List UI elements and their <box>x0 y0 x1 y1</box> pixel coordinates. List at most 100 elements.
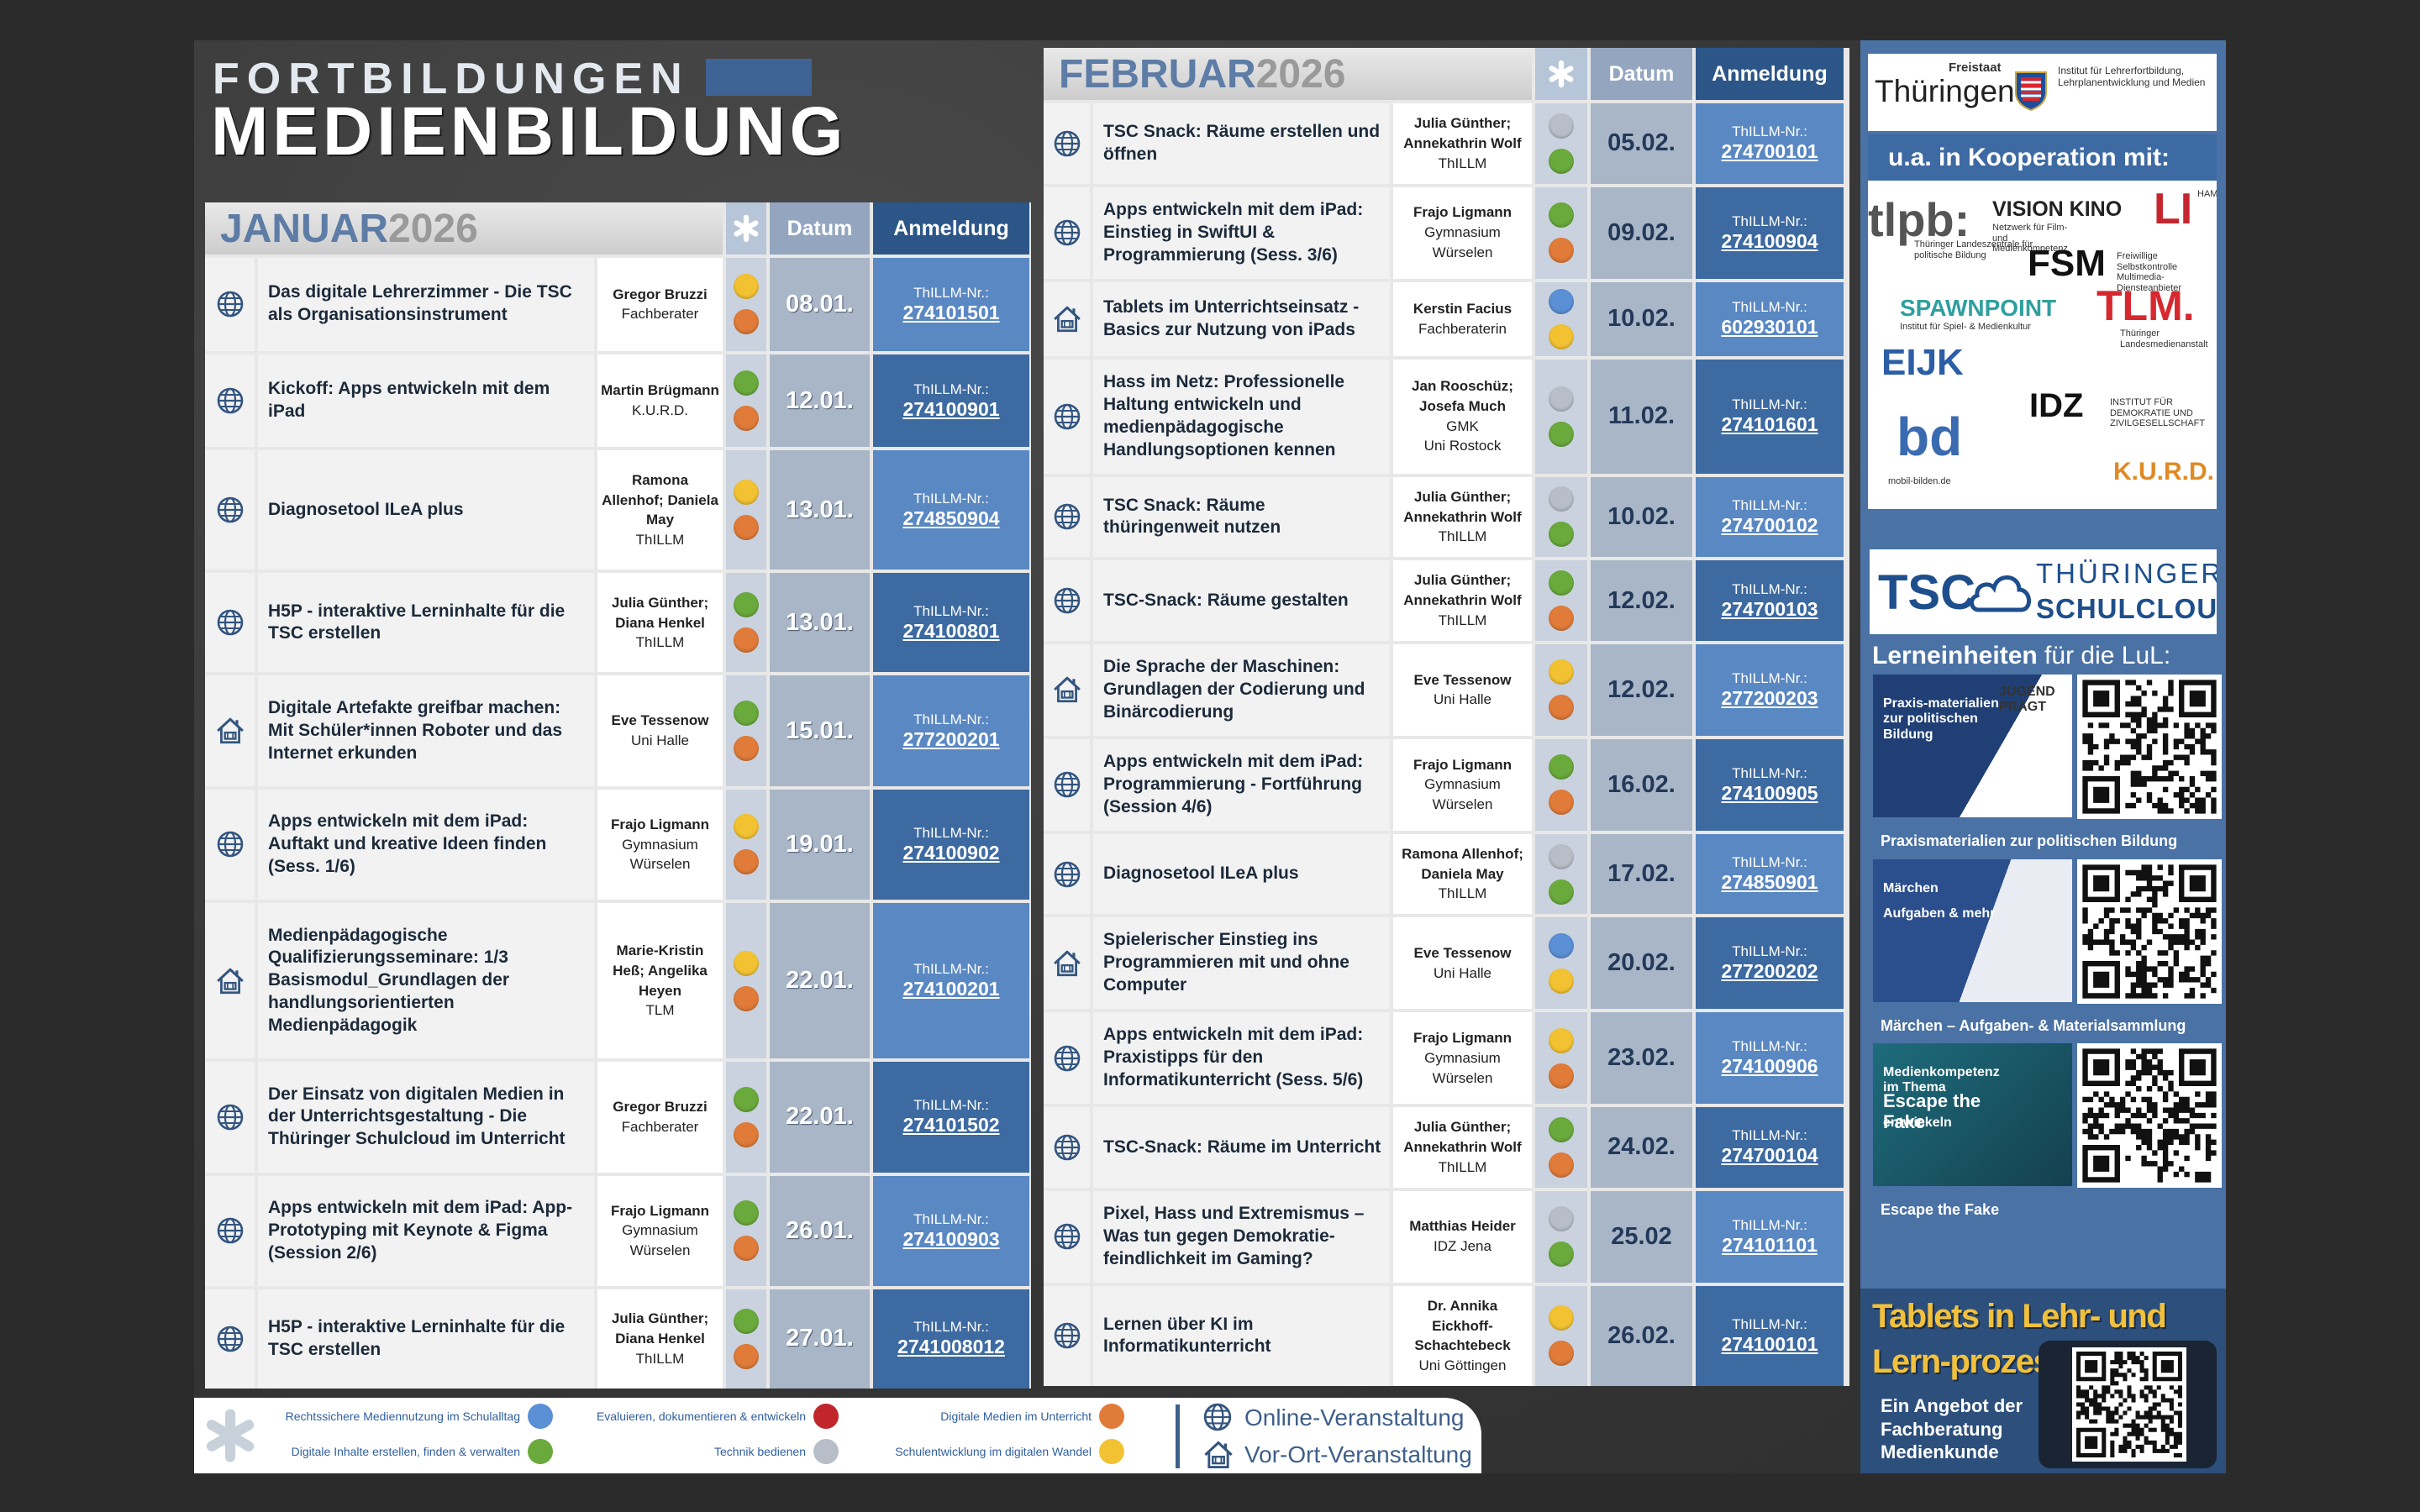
format-icon <box>205 258 255 351</box>
competency-cell <box>1535 1107 1587 1188</box>
affiliation: ThILLM <box>1438 528 1487 545</box>
table-header: JANUAR 2026 Datum Anmeldung <box>205 202 1031 255</box>
registration-number[interactable]: 274100905 <box>1721 781 1818 804</box>
icon-part <box>223 981 237 990</box>
registration-number[interactable]: 274100801 <box>902 619 1000 642</box>
format-icon <box>1044 1107 1090 1188</box>
registration-label: ThILLM-Nr.: <box>1732 299 1807 316</box>
speaker: Ramona Allenhof; Daniela May <box>602 471 718 528</box>
registration-number[interactable]: 274101601 <box>1721 413 1818 436</box>
qr <box>2077 1043 2222 1192</box>
format-icon <box>1044 738 1090 831</box>
competency-cell <box>1535 1012 1587 1105</box>
speaker: Julia Günther; Diana Henkel <box>611 594 709 631</box>
registration-number[interactable]: 274850901 <box>1721 871 1818 893</box>
registration-number[interactable]: 602930101 <box>1721 316 1818 339</box>
coat-of-arms <box>2014 71 2048 115</box>
icon-part <box>2021 77 2041 101</box>
legend-label: Rechtssichere Mediennutzung im Schulallt… <box>285 1410 520 1423</box>
competency-dot <box>1549 486 1574 512</box>
speaker: Matthias Heider <box>1409 1218 1516 1235</box>
format-icon <box>1044 1285 1090 1387</box>
registration-label: ThILLM-Nr.: <box>1732 396 1807 413</box>
affiliation: ThILLM <box>1438 612 1487 628</box>
registration-label: ThILLM-Nr.: <box>913 284 989 301</box>
tablets-title: Tablets in Lehr- und Lern-prozessen <box>1872 1298 2167 1380</box>
registration-number[interactable]: 274100101 <box>1721 1332 1818 1355</box>
icon-part <box>1053 306 1081 320</box>
registration-number[interactable]: 277200201 <box>902 727 1000 750</box>
registration-number[interactable]: 274100906 <box>1721 1055 1818 1078</box>
registration-number[interactable]: 274101501 <box>902 301 1000 323</box>
competency-dot <box>734 1236 759 1262</box>
partner-name: LI <box>2154 185 2193 234</box>
date-header: Datum <box>770 202 870 255</box>
thumb-text: Aufgaben & mehr <box>1883 906 1996 921</box>
card-thumbnail: Märchen Aufgaben & mehr <box>1873 859 2072 1002</box>
partner-name: bd <box>1897 407 1963 467</box>
registration-header: Anmeldung <box>873 202 1029 255</box>
globe-icon <box>1054 1223 1080 1250</box>
partner-box: tlpb: Thüringer Landeszentrale für politi… <box>1868 181 2217 509</box>
units-title: Lerneinheiten für die LuL: <box>1872 642 2170 670</box>
speaker: Frajo Ligmann <box>610 1202 710 1219</box>
house-icon <box>1053 306 1081 332</box>
partner-name: EIJK <box>1881 342 1964 383</box>
registration-number[interactable]: 274100904 <box>1721 229 1818 252</box>
format-icon <box>1044 643 1090 736</box>
event-title: Diagnosetool ILeA plus <box>1093 833 1390 915</box>
event-row: Lernen über KI im Informatikunterricht Dr… <box>1044 1285 1849 1387</box>
event-row: Apps entwickeln mit dem iPad: Programmie… <box>1044 738 1849 831</box>
event-row: Kickoff: Apps entwickeln mit dem iPad Mar… <box>205 354 1031 448</box>
format-icon <box>205 1175 255 1286</box>
date-header: Datum <box>1591 48 1692 100</box>
icon-part <box>734 220 759 237</box>
registration-label: ThILLM-Nr.: <box>1732 580 1807 597</box>
house-icon <box>1053 677 1081 703</box>
registration-number[interactable]: 277200203 <box>1721 686 1818 709</box>
registration-number[interactable]: 274700104 <box>1721 1144 1818 1167</box>
speaker-cell: Matthias Heider IDZ Jena <box>1393 1190 1532 1283</box>
affiliation: Gymnasium Würselen <box>622 1222 698 1259</box>
registration-number[interactable]: 274100903 <box>902 1227 1000 1250</box>
registration-cell: ThILLM-Nr.: 274100905 <box>1696 738 1844 831</box>
event-date: 22.01. <box>770 903 870 1059</box>
registration-number[interactable]: 2741008012 <box>897 1336 1005 1358</box>
registration-number[interactable]: 274700101 <box>1721 140 1818 163</box>
icon-part <box>1207 1452 1229 1468</box>
event-title: Hass im Netz: Professionelle Haltung ent… <box>1093 359 1390 474</box>
registration-number[interactable]: 274100901 <box>902 397 1000 420</box>
registration-number[interactable]: 274101502 <box>902 1114 1000 1137</box>
speaker: Jan Rooschüz; Josefa Much <box>1412 378 1513 414</box>
qr-code <box>2077 859 2222 1004</box>
registration-label: ThILLM-Nr.: <box>1732 123 1807 140</box>
event-date: 09.02. <box>1591 186 1692 279</box>
competency-dot <box>1549 1341 1574 1367</box>
affiliation: Uni Halle <box>1434 691 1491 708</box>
competency-dot <box>1549 1116 1574 1142</box>
registration-number[interactable]: 274850904 <box>902 507 1000 529</box>
registration-number[interactable]: 274700103 <box>1721 597 1818 620</box>
thumb-text: entwickeln <box>1883 1116 1952 1130</box>
icon-part <box>1212 1456 1225 1465</box>
registration-number[interactable]: 274700102 <box>1721 513 1818 536</box>
competency-dot <box>734 701 759 727</box>
competency-dot <box>1549 659 1574 685</box>
competency-dot <box>1549 1242 1574 1268</box>
registration-number[interactable]: 274100902 <box>902 841 1000 864</box>
icon-part <box>2082 1048 2217 1183</box>
partner-name: TLM. <box>2096 282 2195 329</box>
registration-number[interactable]: 274101101 <box>1722 1233 1818 1256</box>
registration-number[interactable]: 274100201 <box>902 978 1000 1000</box>
qr-code <box>2072 1347 2186 1462</box>
event-title: Lernen über KI im Informatikunterricht <box>1093 1285 1390 1387</box>
registration-number[interactable]: 277200202 <box>1721 960 1818 983</box>
competency-cell <box>1535 917 1587 1010</box>
speaker: Julia Günther; Annekathrin Wolf <box>1403 488 1522 525</box>
event-title: TSC-Snack: Räume im Unterricht <box>1093 1107 1390 1188</box>
format-icon <box>1044 476 1090 558</box>
speaker-cell: Frajo Ligmann Gymnasium Würselen <box>597 1175 723 1286</box>
event-row: Digitale Artefakte greifbar machen: Mit … <box>205 675 1031 786</box>
tsc-box: TSC THÜRINGER SCHULCLOUD <box>1870 549 2217 634</box>
globe-icon <box>217 1326 243 1352</box>
